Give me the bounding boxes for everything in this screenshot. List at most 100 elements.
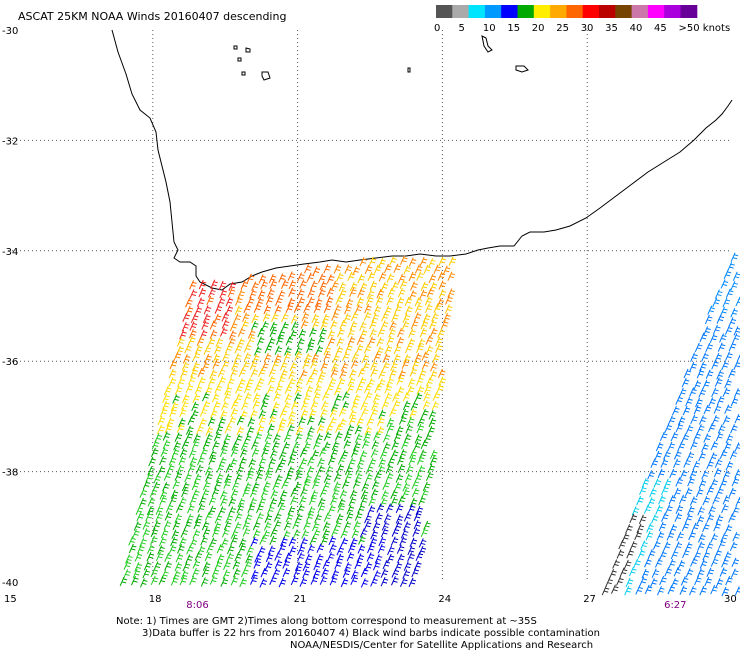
latitude-label: -36 bbox=[2, 357, 18, 368]
wind-barb bbox=[278, 273, 286, 283]
island bbox=[233, 45, 238, 50]
wind-barb bbox=[227, 287, 236, 298]
wind-barb bbox=[711, 359, 719, 370]
wind-barb bbox=[378, 409, 386, 420]
wind-barb bbox=[269, 408, 278, 419]
wind-barb bbox=[414, 264, 423, 274]
wind-barb bbox=[278, 457, 287, 468]
wind-barb bbox=[702, 495, 710, 506]
wind-barb bbox=[134, 562, 142, 572]
wind-barb bbox=[230, 488, 239, 499]
wind-barb bbox=[311, 521, 320, 532]
wind-barb bbox=[349, 287, 357, 298]
wind-barb bbox=[189, 329, 197, 339]
wind-barb bbox=[313, 473, 321, 483]
legend-swatch bbox=[647, 5, 665, 18]
wind-barb bbox=[646, 523, 654, 533]
wind-barb bbox=[380, 527, 389, 538]
wind-barb bbox=[337, 455, 346, 465]
wind-barb bbox=[195, 464, 204, 474]
wind-barb bbox=[246, 425, 255, 436]
wind-barb bbox=[390, 449, 399, 459]
wind-barb bbox=[734, 469, 740, 479]
wind-barb bbox=[228, 497, 236, 507]
wind-barb bbox=[677, 441, 685, 452]
wind-barb bbox=[636, 495, 644, 506]
wind-barb bbox=[420, 320, 429, 330]
wind-barb bbox=[674, 512, 683, 522]
wind-barb bbox=[320, 361, 328, 372]
wind-barb bbox=[274, 304, 282, 315]
wind-barb bbox=[307, 288, 315, 298]
wind-barb bbox=[391, 312, 399, 323]
wind-barb bbox=[432, 353, 440, 363]
wind-barb bbox=[314, 297, 323, 308]
wind-barb bbox=[730, 252, 739, 262]
wind-barb bbox=[653, 478, 662, 488]
wind-barb bbox=[308, 495, 317, 506]
wind-barb bbox=[670, 549, 679, 560]
wind-barb bbox=[212, 440, 220, 451]
wind-barb bbox=[367, 543, 375, 554]
wind-barb bbox=[179, 575, 188, 586]
wind-barb bbox=[416, 385, 425, 395]
wind-barb bbox=[640, 540, 648, 550]
wind-barb bbox=[389, 368, 397, 379]
wind-barb bbox=[413, 441, 422, 451]
wind-barb bbox=[734, 586, 740, 596]
wind-barb bbox=[685, 568, 694, 578]
wind-barb bbox=[172, 394, 180, 404]
wind-barb bbox=[663, 450, 671, 460]
wind-barb bbox=[381, 521, 390, 531]
wind-barb bbox=[277, 497, 286, 508]
wind-barb bbox=[287, 505, 296, 516]
wind-barb bbox=[710, 440, 719, 451]
wind-barb bbox=[204, 551, 213, 562]
wind-barb bbox=[267, 545, 276, 555]
wind-barb bbox=[238, 367, 247, 378]
wind-barb bbox=[190, 409, 199, 419]
wind-barb bbox=[354, 304, 363, 314]
legend-swatch bbox=[517, 5, 535, 18]
wind-barb bbox=[207, 416, 216, 427]
wind-barb bbox=[299, 279, 307, 289]
wind-barb bbox=[397, 327, 405, 338]
wind-barb bbox=[290, 495, 298, 506]
wind-barb bbox=[218, 506, 226, 516]
wind-barb bbox=[282, 441, 290, 452]
wind-barb bbox=[390, 361, 398, 372]
wind-barb bbox=[724, 378, 732, 389]
wind-barb bbox=[219, 409, 228, 420]
wind-barb bbox=[257, 546, 266, 556]
wind-barb bbox=[198, 376, 206, 386]
wind-barb bbox=[343, 439, 351, 449]
wind-barb bbox=[718, 539, 726, 549]
wind-barb bbox=[386, 423, 395, 434]
wind-barb bbox=[395, 473, 404, 483]
wind-barb bbox=[673, 458, 681, 469]
wind-barb bbox=[211, 567, 220, 578]
wind-barb bbox=[663, 541, 671, 551]
coastline bbox=[111, 29, 733, 291]
wind-barb bbox=[288, 537, 297, 547]
wind-barb bbox=[727, 261, 735, 272]
wind-barb bbox=[334, 393, 342, 404]
wind-barb bbox=[376, 337, 385, 347]
wind-barb bbox=[699, 332, 708, 343]
wind-barb bbox=[304, 264, 312, 274]
wind-barb bbox=[380, 576, 389, 587]
wind-barb bbox=[181, 400, 189, 411]
wind-barb bbox=[243, 303, 252, 314]
wind-barb bbox=[162, 393, 170, 404]
wind-barb bbox=[251, 481, 260, 492]
wind-barb bbox=[294, 351, 302, 361]
wind-barb bbox=[679, 469, 688, 479]
wind-barb bbox=[388, 328, 396, 338]
wind-barb bbox=[397, 553, 405, 563]
island bbox=[241, 71, 246, 76]
wind-barb bbox=[174, 471, 183, 481]
wind-barb bbox=[249, 497, 257, 507]
wind-barb bbox=[168, 377, 177, 387]
wind-barb bbox=[282, 567, 291, 578]
wind-barb bbox=[321, 400, 329, 410]
